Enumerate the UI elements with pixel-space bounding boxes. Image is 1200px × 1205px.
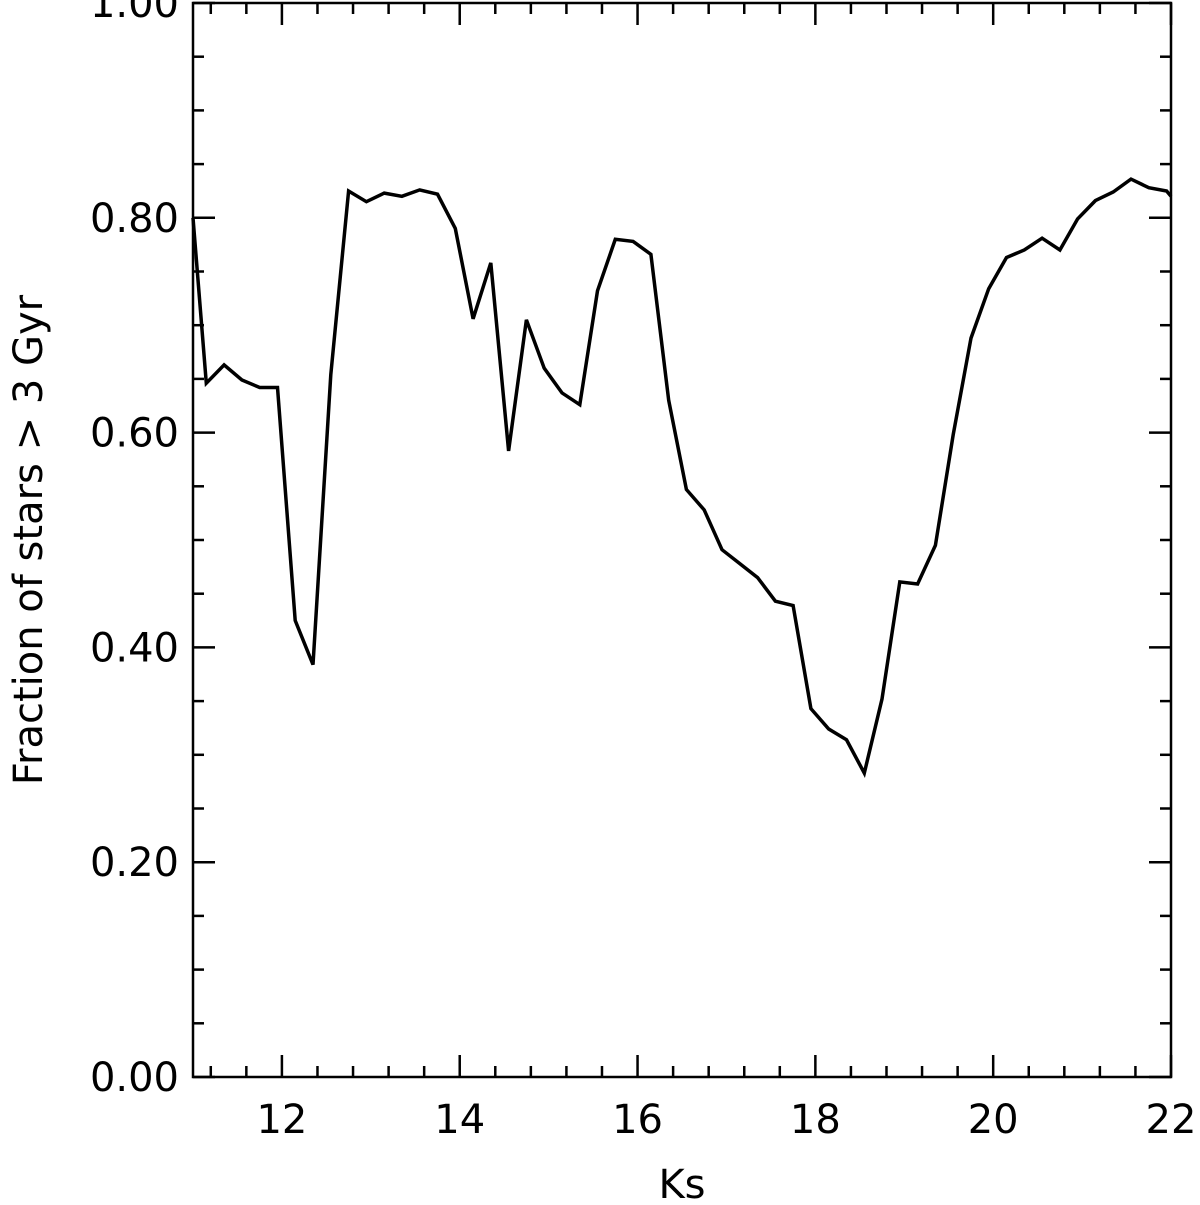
y-tick-label: 1.00: [90, 0, 179, 27]
y-tick-label: 0.60: [90, 411, 179, 457]
x-tick-label: 18: [790, 1097, 841, 1143]
y-tick-label: 0.40: [90, 625, 179, 671]
x-tick-label: 12: [256, 1097, 307, 1143]
x-tick-label: 16: [612, 1097, 663, 1143]
x-axis-title: Ks: [658, 1162, 705, 1205]
tick-label-group: 12 14 16 18 20 22 0.00 0.20 0.40 0.60 0.80 1.00: [90, 0, 1197, 1143]
y-tick-label: 0.00: [90, 1055, 179, 1101]
x-tick-label: 14: [434, 1097, 485, 1143]
y-tick-label: 0.20: [90, 840, 179, 886]
tick-group: [193, 1, 1173, 1079]
x-tick-label: 22: [1146, 1097, 1197, 1143]
y-tick-label: 0.80: [90, 196, 179, 242]
x-tick-label: 20: [968, 1097, 1019, 1143]
plot-frame: [191, 1, 1173, 1079]
series-line: [191, 177, 1173, 778]
y-axis-title: Fraction of stars > 3 Gyr: [6, 294, 52, 785]
